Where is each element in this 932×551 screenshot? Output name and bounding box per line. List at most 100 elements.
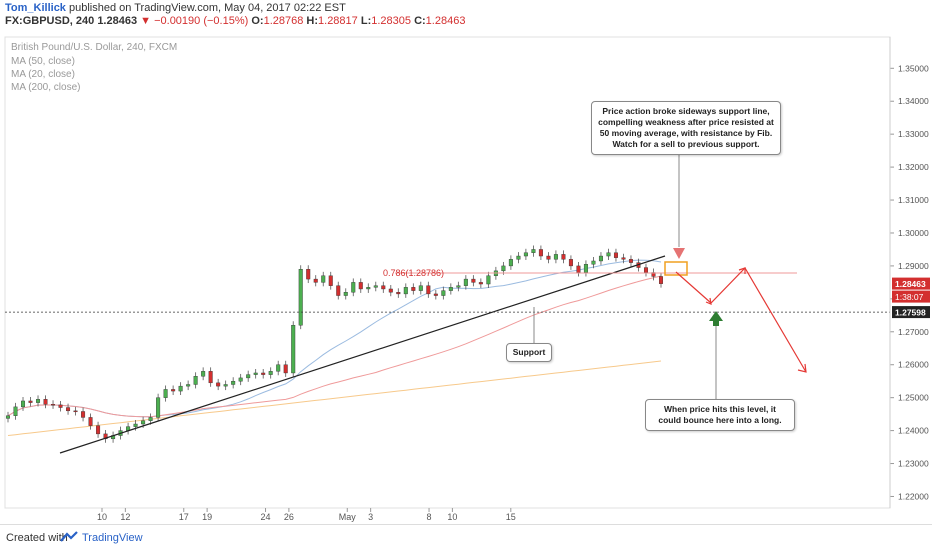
y-tick-label: 1.31000: [898, 195, 929, 205]
candle-body: [306, 269, 311, 280]
candle-body: [508, 259, 513, 267]
candle-body: [193, 376, 198, 385]
candle-body: [388, 288, 393, 293]
low-value: 1.28305: [371, 15, 411, 27]
x-tick-label: 3: [368, 512, 373, 522]
y-tick-label: 1.25000: [898, 393, 929, 403]
candle-body: [298, 269, 303, 326]
symbol: FX:GBPUSD, 240: [5, 15, 95, 27]
level-price-tag: 1.27598: [895, 308, 926, 318]
candle-body: [328, 275, 333, 286]
y-tick-label: 1.27000: [898, 327, 929, 337]
long-callout[interactable]: When price hits this level, it could bou…: [645, 399, 795, 431]
ma200-line: [7, 360, 662, 436]
candle-body: [261, 372, 266, 375]
up-arrow-icon: [709, 311, 723, 326]
candle-body: [418, 285, 423, 291]
projection-arrowhead: [738, 267, 746, 274]
candle-body: [253, 372, 258, 375]
candle-body: [156, 397, 161, 418]
candle-body: [321, 275, 326, 283]
legend-ma200[interactable]: MA (200, close): [11, 82, 81, 93]
high-value: 1.28817: [318, 15, 358, 27]
candle-body: [28, 400, 33, 403]
candle-body: [13, 406, 18, 416]
candle-body: [58, 404, 63, 408]
tradingview-link[interactable]: TradingView: [82, 532, 143, 544]
x-tick-label: 10: [447, 512, 457, 522]
candle-body: [66, 407, 71, 412]
ma50-line: [7, 275, 662, 418]
created-with-text: Created with: [6, 532, 68, 544]
x-tick-label: 19: [202, 512, 212, 522]
trendline: [59, 255, 666, 454]
candle-body: [171, 389, 176, 392]
publish-info: Tom_Killick published on TradingView.com…: [5, 2, 346, 14]
legend-ma20[interactable]: MA (20, close): [11, 69, 75, 80]
open-value: 1.28768: [263, 15, 304, 27]
candle-body: [238, 377, 243, 382]
candle-body: [471, 278, 476, 283]
y-tick-label: 1.23000: [898, 459, 929, 469]
candle-body: [291, 324, 296, 374]
sell-callout[interactable]: Price action broke sideways support line…: [591, 101, 781, 155]
candle-body: [351, 282, 356, 293]
y-tick-label: 1.26000: [898, 360, 929, 370]
y-tick-label: 1.33000: [898, 129, 929, 139]
candle-body: [373, 285, 378, 288]
candle-body: [396, 292, 401, 295]
candle-body: [411, 287, 416, 291]
candle-body: [276, 364, 281, 372]
candle-body: [606, 252, 611, 257]
candle-body: [448, 287, 453, 291]
candle-body: [133, 423, 138, 427]
candle-body: [51, 404, 56, 406]
candle-body: [358, 282, 363, 290]
candle-body: [343, 292, 348, 296]
candle-body: [613, 252, 618, 258]
candle-body: [141, 420, 146, 425]
candles: [5, 245, 664, 443]
projection-arrowhead: [797, 363, 807, 373]
x-tick-label: May: [339, 512, 357, 522]
y-tick-label: 1.24000: [898, 426, 929, 436]
ohlc-bar: FX:GBPUSD, 240 1.28463 ▼ −0.00190 (−0.15…: [5, 15, 466, 27]
current-price-tag-bg: [892, 277, 930, 290]
candle-body: [283, 364, 288, 374]
candle-body: [5, 415, 10, 419]
candle-body: [231, 380, 236, 385]
candle-body: [103, 433, 108, 440]
candle-body: [463, 278, 468, 286]
author-link[interactable]: Tom_Killick: [5, 2, 66, 14]
candle-body: [643, 267, 648, 273]
candle-body: [246, 374, 251, 379]
candle-body: [178, 385, 183, 392]
y-tick-label: 1.35000: [898, 63, 929, 73]
support-callout[interactable]: Support: [506, 343, 552, 362]
candle-body: [598, 255, 603, 262]
tradingview-logo-icon: [60, 531, 78, 542]
candle-body: [426, 285, 431, 295]
y-tick-label: 1.34000: [898, 96, 929, 106]
candle-body: [201, 371, 206, 377]
candle-body: [96, 425, 101, 435]
candle-body: [568, 259, 573, 267]
candle-body: [381, 285, 386, 290]
candle-body: [43, 399, 48, 405]
candle-body: [216, 382, 221, 387]
y-tick-label: 1.32000: [898, 162, 929, 172]
price-chart[interactable]: 0.786(1.28786) 1.35000 1.34000 1.33000 1.32…: [0, 0, 932, 524]
legend-ma50[interactable]: MA (50, close): [11, 56, 75, 67]
candle-body: [223, 384, 228, 387]
candle-body: [148, 417, 153, 421]
candle-body: [186, 384, 191, 387]
candle-body: [433, 293, 438, 296]
candle-body: [553, 254, 558, 260]
footer: Created with TradingView: [0, 524, 932, 551]
candle-body: [366, 287, 371, 290]
candle-body: [621, 257, 626, 260]
moving-averages: [7, 259, 662, 436]
candle-body: [591, 260, 596, 265]
published-text: published on TradingView.com, May 04, 20…: [69, 2, 346, 14]
close-value: 1.28463: [425, 15, 466, 27]
